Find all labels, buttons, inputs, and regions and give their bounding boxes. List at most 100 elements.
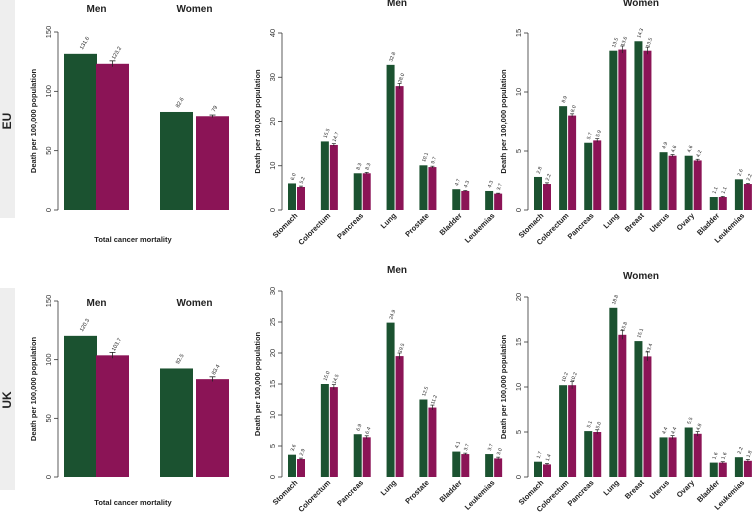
data-label: 4.4 <box>661 426 669 435</box>
category-label: Lung <box>379 211 399 231</box>
bar-men <box>160 368 193 477</box>
bar-men <box>584 431 593 477</box>
data-label: 2.2 <box>737 446 745 455</box>
bar-men <box>386 322 395 477</box>
chart-eu-total: 0 50 100 150 Death per 100,000 population 131… <box>29 4 229 244</box>
row-band-uk <box>0 288 15 490</box>
y-axis-label: Death per 100,000 population <box>29 336 38 441</box>
bar-women <box>643 356 652 477</box>
data-label: 5.0 <box>595 421 603 430</box>
category-label: Colorectum <box>296 211 332 247</box>
data-label: 103.7 <box>111 337 123 352</box>
bar-women <box>362 173 371 210</box>
category-label: Lung <box>379 478 399 498</box>
category-label: Prostate <box>403 211 431 239</box>
y-tick-label: 5 <box>514 149 523 153</box>
y-axis-label: Death per 100,000 population <box>253 331 262 436</box>
bar-men <box>684 155 693 210</box>
data-label: 3.6 <box>290 444 298 453</box>
y-axis-label: Death per 100,000 population <box>499 334 508 439</box>
data-label: 19.5 <box>397 342 406 353</box>
row-label-uk: UK <box>0 391 14 409</box>
data-label: 10.1 <box>421 152 430 163</box>
data-label: 10.2 <box>561 371 570 382</box>
data-label: 1.6 <box>712 451 720 460</box>
bar-women <box>693 160 702 210</box>
bar-women <box>593 432 602 477</box>
y-tick-label: 40 <box>268 29 277 37</box>
bar-women <box>618 334 627 477</box>
bar-women <box>543 184 551 210</box>
bar-women <box>494 193 503 210</box>
bar-men <box>534 461 542 477</box>
y-tick-label: 150 <box>44 295 53 308</box>
y-tick-label: 30 <box>268 73 277 81</box>
bar-men <box>353 434 362 477</box>
row-band-eu <box>0 0 15 218</box>
bar-women <box>668 437 677 477</box>
bar-men <box>559 385 568 477</box>
x-axis-label: Total cancer mortality <box>94 235 172 244</box>
bar-men <box>734 457 743 477</box>
bar-men <box>709 197 718 210</box>
data-label: 14.5 <box>332 373 341 384</box>
bar-men <box>559 106 568 210</box>
data-label: 4.3 <box>463 180 471 189</box>
data-label: 3.7 <box>496 183 504 192</box>
data-label: 9.7 <box>430 156 438 165</box>
data-label: 1.1 <box>712 186 720 195</box>
data-label: 3.7 <box>463 443 471 452</box>
y-tick-label: 15 <box>268 380 277 388</box>
bar-women <box>96 63 129 210</box>
category-label: Bladder <box>438 478 464 504</box>
data-label: 13.4 <box>645 343 654 354</box>
bar-women <box>428 407 437 477</box>
bar-men <box>584 142 593 210</box>
data-label: 2.9 <box>299 448 307 457</box>
bar-women <box>693 433 702 477</box>
category-label: Stomach <box>271 211 300 240</box>
data-label: 4.2 <box>695 149 703 158</box>
bar-men <box>684 427 693 477</box>
chart-eu-men: 0 10 20 30 40 Death per 100,000 population 6.0… <box>253 0 504 247</box>
data-label: 8.9 <box>561 95 569 104</box>
data-label: 5.9 <box>595 129 603 138</box>
data-label: 14.7 <box>332 131 341 142</box>
data-label: 123.2 <box>111 46 123 61</box>
bar-women <box>329 144 338 210</box>
bar-women <box>362 437 371 477</box>
category-label: Stomach <box>271 478 300 507</box>
data-label: 15.1 <box>636 327 645 338</box>
data-label: 3.7 <box>487 443 495 452</box>
bar-women <box>461 190 470 210</box>
bar-women <box>329 387 338 477</box>
chart-title: Men <box>387 265 407 276</box>
y-tick-label: 25 <box>268 318 277 326</box>
data-label: 131.6 <box>79 36 91 51</box>
data-label: 4.1 <box>454 440 462 449</box>
bar-men <box>634 41 643 211</box>
y-tick-label: 10 <box>268 411 277 419</box>
data-label: 2.8 <box>536 166 544 175</box>
data-label: 6.0 <box>290 172 298 181</box>
data-label: 15.8 <box>620 321 629 332</box>
data-label: 1.6 <box>721 451 729 460</box>
category-label: Ovary <box>675 210 697 232</box>
bar-men <box>709 462 718 477</box>
bar-women <box>395 356 404 477</box>
data-label: 5.5 <box>686 416 694 425</box>
y-tick-label: 100 <box>44 353 53 366</box>
data-label: 2.2 <box>746 173 754 182</box>
bar-men <box>485 190 494 210</box>
data-label: 10.2 <box>570 371 579 382</box>
data-label: 13.5 <box>645 37 654 48</box>
bar-women <box>297 459 305 477</box>
bar-women <box>568 115 577 210</box>
data-label: 24.9 <box>388 309 397 320</box>
bar-men <box>64 53 97 210</box>
data-label: 82.6 <box>175 97 186 109</box>
data-label: 8.3 <box>364 162 372 171</box>
bar-women <box>593 140 602 210</box>
